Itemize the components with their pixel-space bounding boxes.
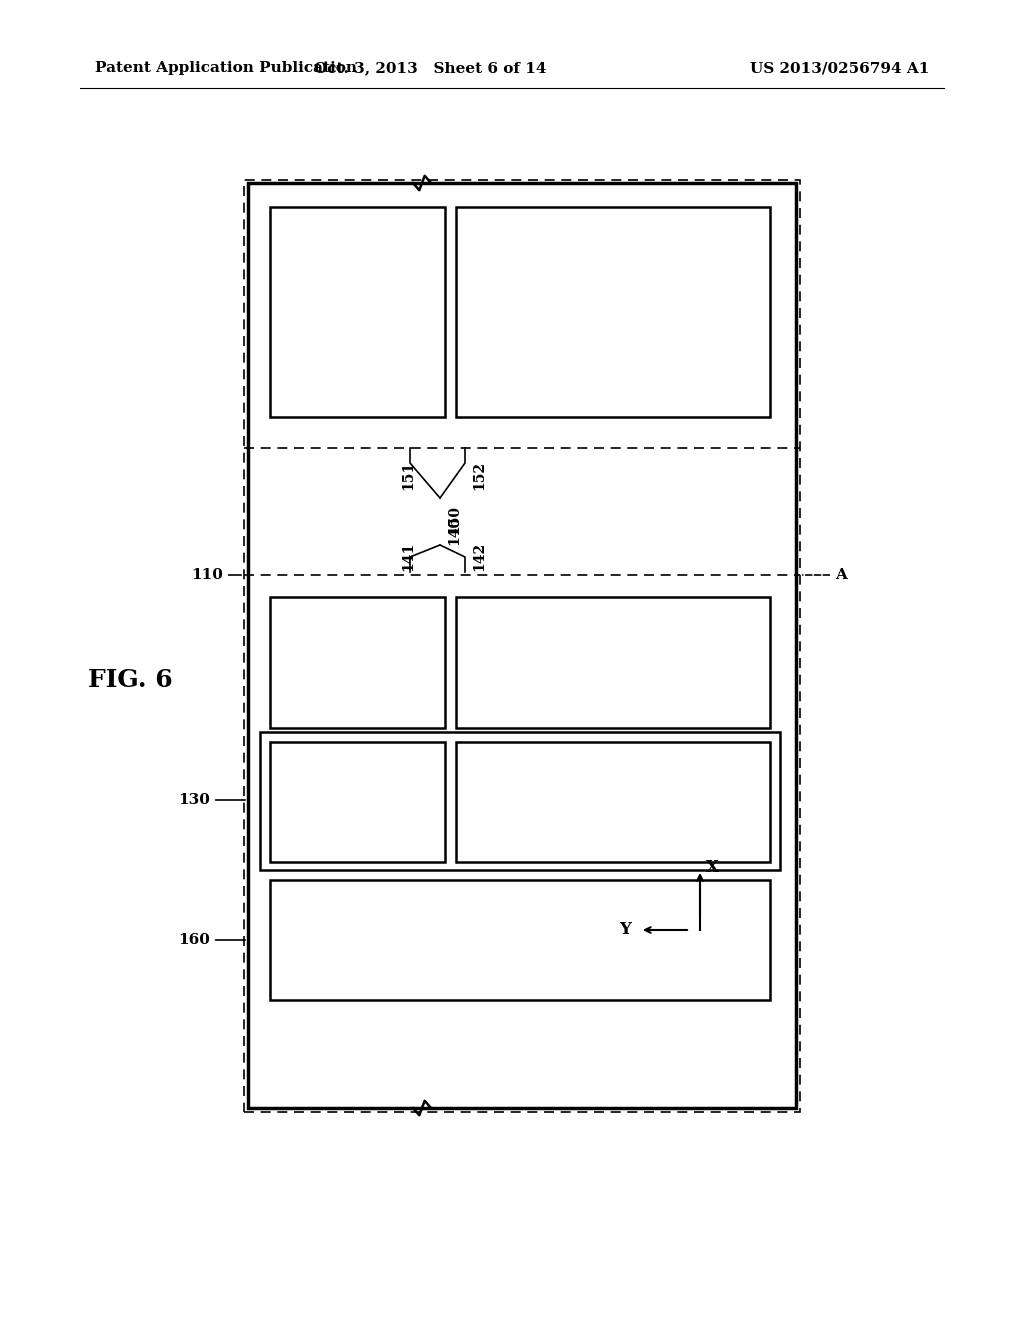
Text: 152: 152 xyxy=(472,461,486,490)
Bar xyxy=(248,183,796,1107)
Text: Y: Y xyxy=(620,921,631,939)
Text: 130: 130 xyxy=(178,793,245,807)
Bar xyxy=(244,180,800,1111)
Bar xyxy=(270,597,445,729)
Bar xyxy=(456,207,770,417)
Text: 151: 151 xyxy=(401,461,415,490)
Text: X: X xyxy=(706,859,719,876)
Text: FIG. 6: FIG. 6 xyxy=(88,668,172,692)
Bar xyxy=(456,742,770,862)
Text: US 2013/0256794 A1: US 2013/0256794 A1 xyxy=(751,61,930,75)
Text: 142: 142 xyxy=(472,541,486,570)
Text: Patent Application Publication: Patent Application Publication xyxy=(95,61,357,75)
Bar xyxy=(270,880,770,1001)
Bar xyxy=(270,207,445,417)
Text: A: A xyxy=(803,568,847,582)
Text: 141: 141 xyxy=(401,541,415,570)
Text: 160: 160 xyxy=(178,933,245,946)
Text: Oct. 3, 2013   Sheet 6 of 14: Oct. 3, 2013 Sheet 6 of 14 xyxy=(313,61,546,75)
Bar xyxy=(456,597,770,729)
Text: 110: 110 xyxy=(191,568,242,582)
Text: 140: 140 xyxy=(447,515,461,545)
Bar xyxy=(270,742,445,862)
Bar xyxy=(260,733,780,870)
Text: 150: 150 xyxy=(447,506,461,535)
